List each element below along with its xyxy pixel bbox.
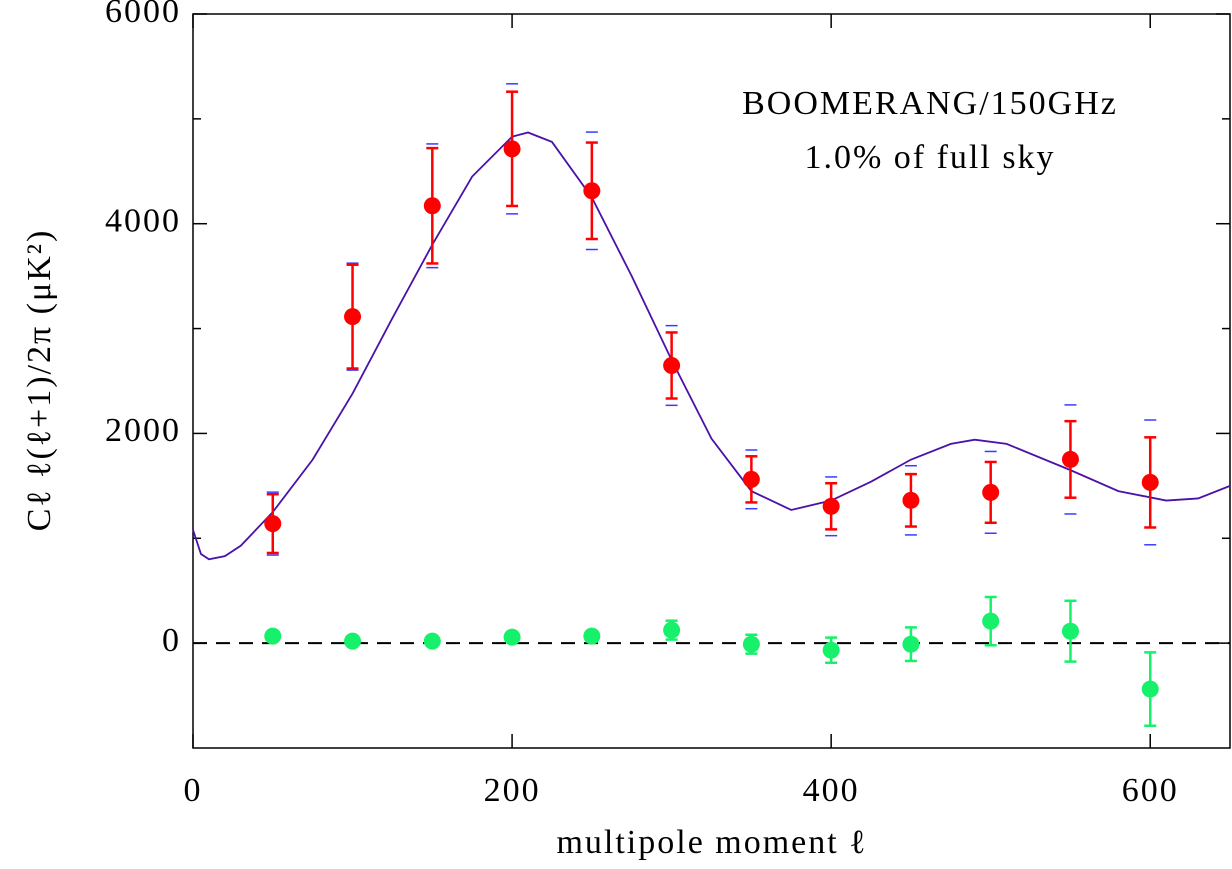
x-tick-label: 0 (184, 772, 203, 809)
x-tick-label: 400 (803, 772, 860, 809)
x-tick-label: 200 (484, 772, 541, 809)
point (822, 497, 840, 515)
theory-curve (192, 131, 1231, 561)
x-axis-label: multipole moment ℓ (556, 824, 867, 861)
x-tick-label: 600 (1122, 772, 1179, 809)
point (663, 356, 681, 374)
point (1061, 450, 1079, 468)
point (503, 628, 521, 646)
point (503, 140, 521, 158)
point (1061, 622, 1079, 640)
point (742, 470, 760, 488)
point (902, 635, 920, 653)
point (423, 632, 441, 650)
point (902, 491, 920, 509)
annotation: BOOMERANG/150GHz (742, 85, 1118, 122)
point (1141, 680, 1159, 698)
point (264, 627, 282, 645)
point (663, 621, 681, 639)
point (344, 308, 362, 326)
point (344, 632, 362, 650)
point (583, 182, 601, 200)
annotation: 1.0% of full sky (804, 139, 1055, 176)
y-tick-label: 2000 (105, 412, 181, 449)
point (423, 197, 441, 215)
point (822, 641, 840, 659)
point (583, 627, 601, 645)
y-tick-label: 6000 (105, 0, 181, 30)
y-tick-label: 0 (162, 622, 181, 659)
point (742, 635, 760, 653)
point (982, 483, 1000, 501)
y-tick-label: 4000 (105, 203, 181, 240)
plot-frame (192, 13, 1231, 749)
point (264, 515, 282, 533)
y-axis-label: Cℓ ℓ(ℓ+1)/2π (μK²) (21, 229, 58, 532)
point (982, 612, 1000, 630)
point (1141, 473, 1159, 491)
